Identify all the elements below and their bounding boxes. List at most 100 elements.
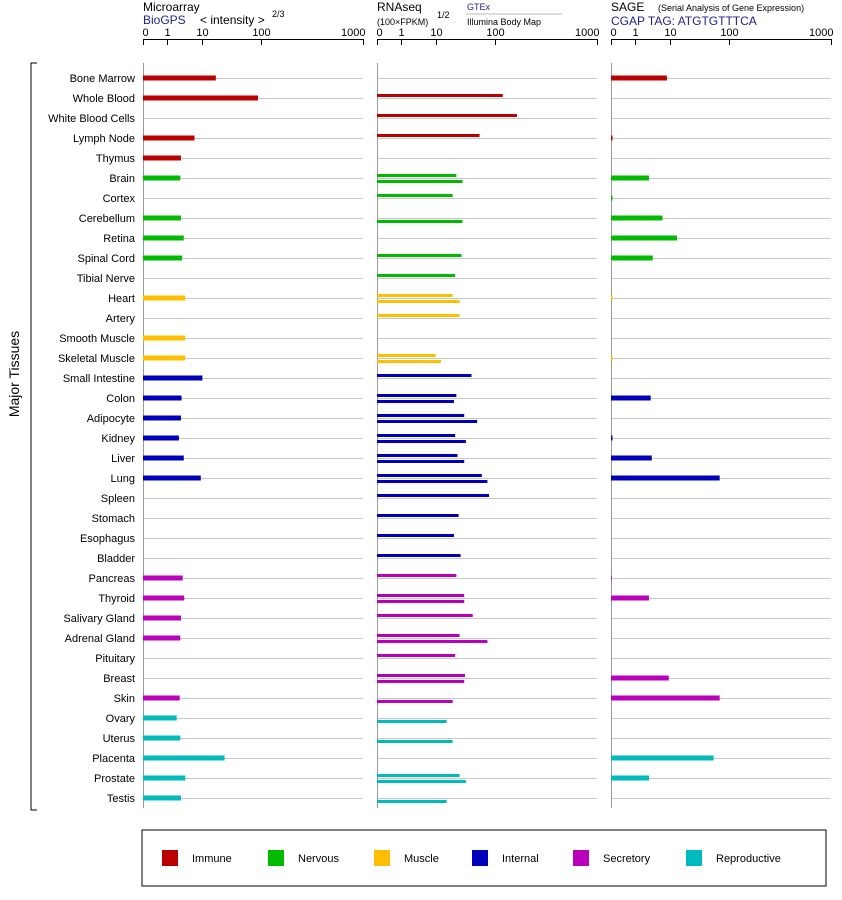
bar bbox=[377, 494, 490, 497]
bar bbox=[377, 774, 460, 777]
bar bbox=[143, 635, 181, 641]
bar bbox=[377, 194, 453, 197]
bar bbox=[377, 600, 465, 603]
x-tick-label: 1 bbox=[398, 27, 404, 39]
bar bbox=[143, 715, 177, 721]
legend-label: Nervous bbox=[298, 853, 339, 865]
tissue-label: Smooth Muscle bbox=[59, 333, 135, 345]
bar bbox=[143, 595, 185, 601]
bar bbox=[143, 175, 181, 181]
bar bbox=[143, 775, 186, 781]
legend-label: Immune bbox=[192, 853, 232, 865]
bar bbox=[143, 75, 216, 81]
bar bbox=[377, 314, 460, 317]
bar bbox=[377, 180, 463, 183]
x-tick-label: 10 bbox=[664, 27, 676, 39]
bar bbox=[377, 414, 465, 417]
tissue-label: Testis bbox=[107, 793, 136, 805]
tissue-label: Lymph Node bbox=[73, 133, 135, 145]
tissue-label: Uterus bbox=[103, 733, 136, 745]
bar bbox=[611, 395, 651, 401]
legend-label: Muscle bbox=[404, 853, 439, 865]
bar bbox=[377, 274, 456, 277]
panel-microarray: 0 1 10 100 1000 bbox=[143, 27, 366, 808]
bar bbox=[143, 695, 180, 701]
bar bbox=[377, 360, 442, 363]
bar bbox=[611, 235, 678, 241]
x-tick-label: 1000 bbox=[809, 27, 833, 39]
tissue-label: Whole Blood bbox=[73, 93, 135, 105]
bar bbox=[611, 355, 613, 361]
bar bbox=[143, 355, 186, 361]
tissue-label: White Blood Cells bbox=[48, 113, 135, 125]
sage-title-note: (Serial Analysis of Gene Expression) bbox=[658, 3, 804, 13]
tissue-label: Artery bbox=[106, 313, 136, 325]
tissue-label: Salivary Gland bbox=[63, 613, 135, 625]
legend-label: Internal bbox=[502, 853, 539, 865]
tissue-label: Small Intestine bbox=[63, 373, 135, 385]
y-axis-label: Major Tissues bbox=[6, 331, 22, 417]
bar bbox=[611, 695, 720, 701]
rnaseq-unit: (100×FPKM) bbox=[377, 17, 428, 27]
x-tick-label: 1 bbox=[632, 27, 638, 39]
bar bbox=[611, 755, 714, 761]
bar bbox=[377, 94, 503, 97]
rnaseq-exponent: 1/2 bbox=[437, 10, 450, 20]
bar bbox=[611, 435, 613, 441]
microarray-title: Microarray bbox=[143, 0, 200, 14]
x-tick-label: 1 bbox=[164, 27, 170, 39]
bar bbox=[377, 720, 447, 723]
legend-swatch bbox=[374, 850, 390, 866]
legend-swatch bbox=[162, 850, 178, 866]
bar bbox=[377, 654, 456, 657]
x-tick-label: 10 bbox=[430, 27, 442, 39]
bar bbox=[377, 534, 454, 537]
bar bbox=[143, 755, 225, 761]
bar bbox=[143, 795, 181, 801]
bar bbox=[377, 134, 480, 137]
x-tick-label: 100 bbox=[252, 27, 270, 39]
bar bbox=[611, 135, 613, 141]
tissue-label: Adipocyte bbox=[87, 413, 135, 425]
rnaseq-source-gtex: GTEx bbox=[467, 2, 491, 12]
tissue-label: Placenta bbox=[92, 753, 136, 765]
tissue-bracket bbox=[30, 62, 37, 811]
tissue-label: Prostate bbox=[94, 773, 135, 785]
bar bbox=[143, 415, 181, 421]
bar bbox=[377, 300, 460, 303]
bar bbox=[377, 674, 466, 677]
tissue-label: Spinal Cord bbox=[78, 253, 135, 265]
bar bbox=[143, 735, 181, 741]
bar bbox=[377, 514, 459, 517]
tissue-label: Tibial Nerve bbox=[77, 273, 135, 285]
tissue-label: Bladder bbox=[97, 553, 135, 565]
legend-swatch bbox=[686, 850, 702, 866]
panel-header-microarray: Microarray BioGPS < intensity > 2/3 bbox=[143, 0, 285, 27]
legend-item: Secretory bbox=[573, 850, 651, 866]
x-tick-label: 0 bbox=[143, 27, 149, 39]
bar bbox=[611, 75, 667, 81]
tissue-label: Cortex bbox=[103, 193, 136, 205]
bar bbox=[611, 675, 669, 681]
x-tick-label: 10 bbox=[196, 27, 208, 39]
bar bbox=[377, 634, 460, 637]
tissue-label: Ovary bbox=[106, 713, 136, 725]
tissue-label: Pituitary bbox=[95, 653, 135, 665]
bar bbox=[143, 615, 181, 621]
bar bbox=[377, 474, 482, 477]
bar bbox=[377, 354, 436, 357]
microarray-exponent: 2/3 bbox=[272, 9, 285, 19]
bar bbox=[143, 375, 203, 381]
legend-item: Internal bbox=[472, 850, 539, 866]
tissue-label: Thyroid bbox=[98, 593, 135, 605]
panels-layer: 0 1 10 100 1000 0 1 10 100 1000 0 1 10 100 1000 bbox=[143, 27, 834, 808]
bar bbox=[377, 294, 453, 297]
bar bbox=[377, 574, 457, 577]
legend-item: Nervous bbox=[268, 850, 339, 866]
bar bbox=[377, 394, 457, 397]
bar bbox=[377, 800, 447, 803]
legend: Immune Nervous Muscle Internal Secretory Repr… bbox=[162, 850, 781, 866]
x-tick-label: 0 bbox=[611, 27, 617, 39]
bar bbox=[377, 614, 473, 617]
